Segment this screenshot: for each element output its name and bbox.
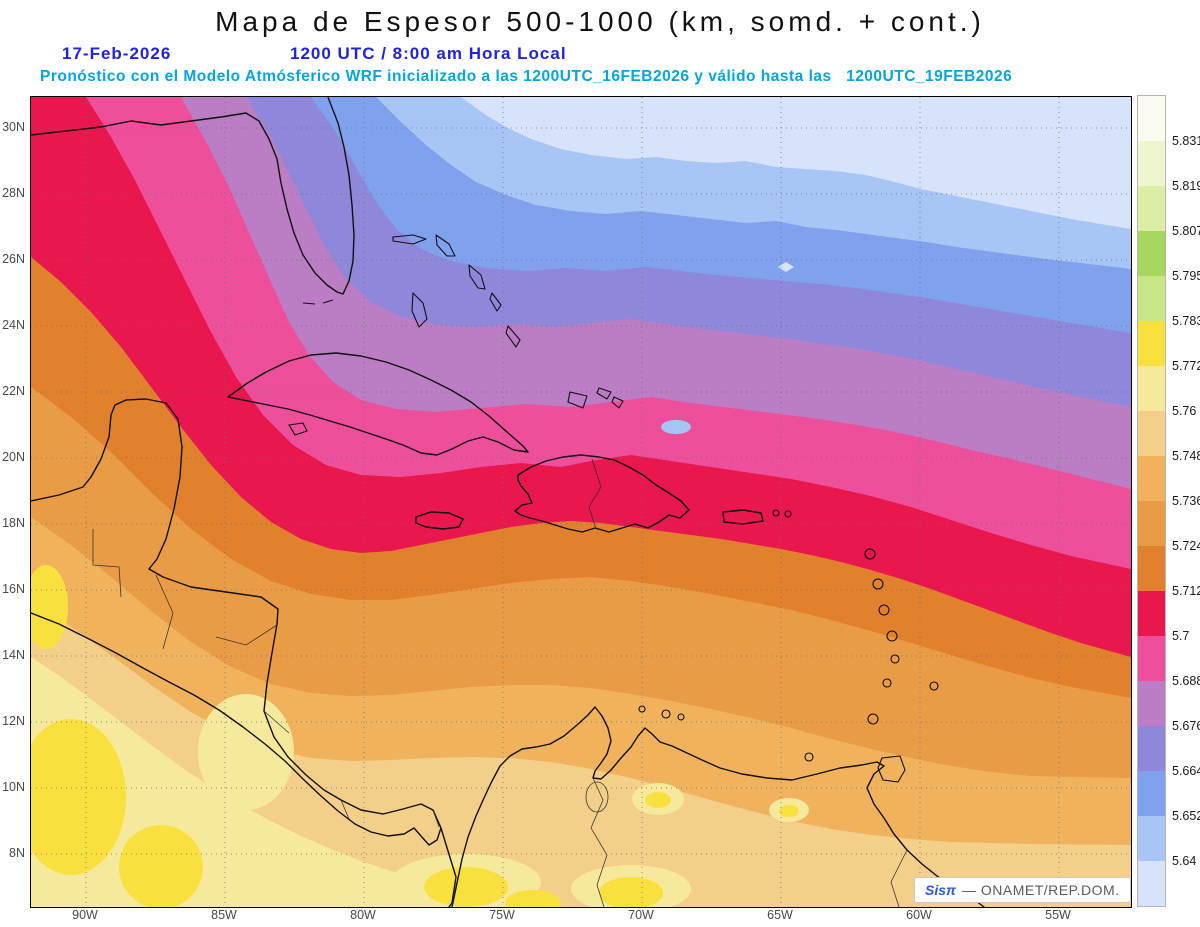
colorbar-band — [1138, 636, 1165, 681]
colorbar-band — [1138, 591, 1165, 636]
lon-label: 60W — [906, 908, 932, 922]
lesser-antilles — [638, 509, 939, 762]
colorbar-band — [1138, 771, 1165, 816]
bright-yellow-patches — [31, 565, 799, 907]
watermark-org: — ONAMET/REP.DOM. — [961, 882, 1120, 898]
colorbar-tick-label: 5.652 — [1172, 809, 1200, 823]
colorbar-tick-label: 5.688 — [1172, 674, 1200, 688]
colorbar-tick-label: 5.831 — [1172, 134, 1200, 148]
valid-time: 1200 UTC / 8:00 am Hora Local — [290, 44, 567, 63]
contour-speck — [778, 262, 794, 272]
lon-label: 80W — [350, 908, 376, 922]
lat-label: 8N — [9, 846, 25, 860]
watermark-badge: Sisπ — ONAMET/REP.DOM. — [914, 877, 1131, 903]
lat-label: 30N — [2, 120, 25, 134]
colorbar-band — [1138, 186, 1165, 231]
colorbar-tick-label: 5.772 — [1172, 359, 1200, 373]
colorbar-band — [1138, 681, 1165, 726]
band-5748-576 — [31, 602, 1131, 907]
colorbar-tick-label: 5.724 — [1172, 539, 1200, 553]
colorbar-band — [1138, 366, 1165, 411]
lon-label: 75W — [489, 908, 515, 922]
colorbar-tick-label: 5.676 — [1172, 719, 1200, 733]
lat-label: 16N — [2, 582, 25, 596]
colorbar-tick-label: 5.807 — [1172, 224, 1200, 238]
colorbar-band — [1138, 546, 1165, 591]
colorbar-tick-label: 5.795 — [1172, 269, 1200, 283]
colorbar-band — [1138, 816, 1165, 861]
lat-label: 22N — [2, 384, 25, 398]
watermark-brand: Sisπ — [925, 882, 956, 898]
colorbar-band — [1138, 501, 1165, 546]
lon-label: 90W — [72, 908, 98, 922]
colorbar-band — [1138, 411, 1165, 456]
page-title: Mapa de Espesor 500-1000 (km, somd. + co… — [215, 6, 985, 37]
colorbar-band — [1138, 321, 1165, 366]
lon-label: 55W — [1045, 908, 1071, 922]
lat-label: 12N — [2, 714, 25, 728]
colorbar-band — [1138, 456, 1165, 501]
lat-label: 18N — [2, 516, 25, 530]
longitude-axis: 90W 85W 80W 75W 70W 65W 60W 55W — [30, 908, 1130, 926]
datetime-row: 17-Feb-2026 1200 UTC / 8:00 am Hora Loca… — [0, 44, 1200, 66]
colorbar-band — [1138, 141, 1165, 186]
lat-label: 14N — [2, 648, 25, 662]
lon-label: 65W — [767, 908, 793, 922]
lat-label: 20N — [2, 450, 25, 464]
colorbar-tick-label: 5.64 — [1172, 854, 1197, 868]
colorbar-band — [1138, 861, 1165, 906]
colorbar-tick-label: 5.748 — [1172, 449, 1200, 463]
colorbar-tick-label: 5.712 — [1172, 584, 1200, 598]
lat-label: 24N — [2, 318, 25, 332]
map-frame — [30, 96, 1132, 908]
colorbar-tick-label: 5.664 — [1172, 764, 1200, 778]
country-borders — [92, 458, 908, 907]
latitude-axis: 30N 28N 26N 24N 22N 20N 18N 16N 14N 12N 10N 8N — [0, 96, 27, 906]
colorbar-tick-label: 5.783 — [1172, 314, 1200, 328]
coastlines — [31, 97, 985, 907]
colorbar-tick-label: 5.7 — [1172, 629, 1190, 643]
colorbar-band — [1138, 726, 1165, 771]
colorbar — [1137, 95, 1166, 907]
colorbar-band — [1138, 96, 1165, 141]
valid-date: 17-Feb-2026 — [62, 44, 172, 63]
colorbar-labels: 5.831 5.819 5.807 5.795 5.783 5.772 5.76 5.748 5… — [1172, 96, 1200, 906]
lat-label: 26N — [2, 252, 25, 266]
lon-label: 70W — [628, 908, 654, 922]
band-below-564-palest — [461, 97, 1131, 229]
colorbar-tick-label: 5.76 — [1172, 404, 1197, 418]
contour-island-small — [661, 420, 691, 434]
colorbar-band — [1138, 231, 1165, 276]
colorbar-tick-label: 5.819 — [1172, 179, 1200, 193]
thickness-map-canvas — [31, 97, 1131, 907]
lat-label: 10N — [2, 780, 25, 794]
lon-label: 85W — [211, 908, 237, 922]
lat-label: 28N — [2, 186, 25, 200]
colorbar-band — [1138, 276, 1165, 321]
forecast-note: Pronóstico con el Modelo Atmósferico WRF… — [40, 68, 1013, 85]
colorbar-tick-label: 5.736 — [1172, 494, 1200, 508]
